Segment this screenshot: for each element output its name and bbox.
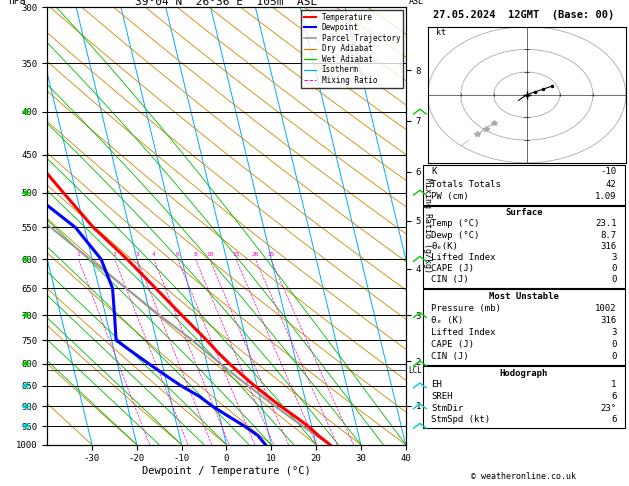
Text: Lifted Index: Lifted Index [431,253,496,262]
Text: LCL: LCL [408,366,422,375]
Text: 0: 0 [611,340,616,348]
Text: 0: 0 [611,264,616,273]
Text: 1: 1 [611,380,616,389]
Text: 25: 25 [267,252,274,257]
X-axis label: Dewpoint / Temperature (°C): Dewpoint / Temperature (°C) [142,466,311,476]
Text: Temp (°C): Temp (°C) [431,220,480,228]
Text: 8.7: 8.7 [601,231,616,240]
Text: CAPE (J): CAPE (J) [431,264,474,273]
Text: 1002: 1002 [595,304,616,313]
Text: Lifted Index: Lifted Index [431,328,496,337]
Text: km
ASL: km ASL [409,0,425,6]
Text: Pressure (mb): Pressure (mb) [431,304,501,313]
Text: 6: 6 [176,252,180,257]
Text: CIN (J): CIN (J) [431,276,469,284]
Text: 20: 20 [252,252,259,257]
Text: 10: 10 [206,252,213,257]
Text: -10: -10 [601,168,616,176]
Text: 1.09: 1.09 [595,191,616,201]
Text: 4: 4 [152,252,155,257]
Text: Most Unstable: Most Unstable [489,292,559,301]
Text: 3: 3 [135,252,139,257]
Text: CIN (J): CIN (J) [431,352,469,361]
Text: 0: 0 [611,352,616,361]
Text: 316: 316 [601,242,616,251]
Text: PW (cm): PW (cm) [431,191,469,201]
Text: SREH: SREH [431,392,453,401]
Text: 0: 0 [611,276,616,284]
Text: EH: EH [431,380,442,389]
Text: θₑ (K): θₑ (K) [431,316,464,325]
Text: 6: 6 [611,392,616,401]
Text: 23.1: 23.1 [595,220,616,228]
Text: 42: 42 [606,179,616,189]
Text: © weatheronline.co.uk: © weatheronline.co.uk [471,472,576,481]
Text: K: K [431,168,437,176]
Text: hPa: hPa [8,0,25,6]
Text: 1: 1 [77,252,81,257]
Text: 3: 3 [611,253,616,262]
Text: 8: 8 [194,252,198,257]
Text: θₑ(K): θₑ(K) [431,242,459,251]
Text: Hodograph: Hodograph [500,368,548,378]
Text: 27.05.2024  12GMT  (Base: 00): 27.05.2024 12GMT (Base: 00) [433,10,615,19]
Text: 15: 15 [232,252,240,257]
Text: StmSpd (kt): StmSpd (kt) [431,416,491,424]
Text: 2: 2 [113,252,116,257]
Legend: Temperature, Dewpoint, Parcel Trajectory, Dry Adiabat, Wet Adiabat, Isotherm, Mi: Temperature, Dewpoint, Parcel Trajectory… [301,10,403,88]
Y-axis label: Mixing Ratio (g/kg): Mixing Ratio (g/kg) [423,178,432,274]
Title: 39°04'N  26°36'E  105m  ASL: 39°04'N 26°36'E 105m ASL [135,0,318,6]
Text: kt: kt [436,28,446,37]
Text: Surface: Surface [505,208,543,217]
Text: 3: 3 [611,328,616,337]
Text: 316: 316 [601,316,616,325]
Text: 23°: 23° [601,404,616,413]
Text: CAPE (J): CAPE (J) [431,340,474,348]
Text: Totals Totals: Totals Totals [431,179,501,189]
Text: StmDir: StmDir [431,404,464,413]
Text: 6: 6 [611,416,616,424]
Text: Dewp (°C): Dewp (°C) [431,231,480,240]
